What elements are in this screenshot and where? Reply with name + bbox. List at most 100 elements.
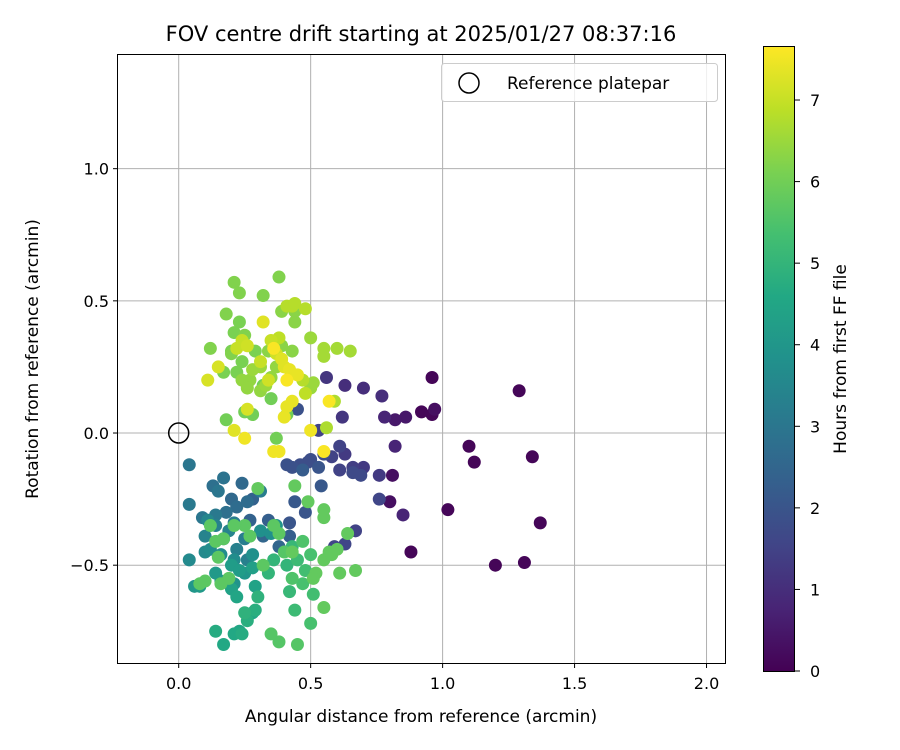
colorbar: 0 1 2 3 4 5 6 7 Hours from first FF file [763,46,851,681]
data-point [375,389,389,403]
data-point [290,637,304,651]
data-point [330,341,344,355]
data-point [232,286,246,300]
data-point [235,476,249,490]
data-point [280,400,294,414]
y-tick-label: 0.5 [84,292,109,311]
data-point [338,378,352,392]
data-point [217,637,231,651]
data-point [388,439,402,453]
x-tick-label: 2.0 [694,674,719,693]
data-point [298,505,312,519]
data-point [267,445,281,459]
data-point [256,315,270,329]
data-point [285,460,299,474]
data-point [267,341,281,355]
legend-entry-label: Reference platepar [507,74,669,94]
data-point [372,492,386,506]
data-point [333,566,347,580]
data-point [217,471,231,485]
data-point [248,603,262,617]
data-point [238,606,252,620]
data-point [203,341,217,355]
data-point [467,455,481,469]
data-point [301,495,315,509]
data-point [227,326,241,340]
data-point [314,479,328,493]
data-point [182,497,196,511]
data-point [240,381,254,395]
data-point [248,579,262,593]
data-point [319,371,333,385]
data-point [296,534,310,548]
legend-marker-open-circle [458,72,480,94]
data-point [256,558,270,572]
data-point [283,585,297,599]
data-point [388,413,402,427]
data-point [306,587,320,601]
data-point [209,534,223,548]
data-point [285,545,299,559]
colorbar-tick-label: 2 [810,499,820,518]
data-point [517,556,531,570]
x-tick-label: 1.5 [562,674,587,693]
data-point [425,371,439,385]
data-point [285,571,299,585]
data-point [285,344,299,358]
data-point [306,571,320,585]
data-point [283,516,297,530]
legend-box [441,63,718,102]
data-point [290,368,304,382]
data-point [280,558,294,572]
y-tick-label: 0.0 [84,424,109,443]
data-point [222,571,236,585]
y-tick-label: 1.0 [84,160,109,179]
data-point [415,405,428,419]
colorbar-label: Hours from first FF file [831,264,851,454]
data-point [428,402,442,416]
data-point [404,545,418,559]
data-point [230,500,244,514]
reference-marker [167,422,190,444]
colorbar-tick-label: 6 [810,173,820,192]
data-point [227,275,241,289]
data-point [335,410,349,424]
data-point [488,558,502,572]
data-point [209,624,223,638]
legend: Reference platepar [441,63,718,102]
data-point [267,519,281,533]
data-point [298,302,312,316]
data-point [346,466,360,480]
data-point [232,563,246,577]
plot-frame [117,54,726,664]
data-point [219,307,233,321]
data-point [256,289,270,303]
y-axis-ticks: −0.5 0.0 0.5 1.0 [70,160,118,575]
data-point [238,431,252,445]
data-point [304,616,318,630]
data-point [261,373,275,387]
y-tick-label: −0.5 [70,556,109,575]
data-point [298,386,312,400]
colorbar-tick-label: 4 [810,336,820,355]
data-point [219,413,233,427]
data-point [251,482,265,496]
data-point [319,421,333,435]
colorbar-tick-label: 0 [810,662,820,681]
data-point [235,627,249,641]
data-point [280,373,294,387]
data-point [240,495,254,509]
data-point [399,410,413,424]
data-point [238,519,252,533]
data-point [288,603,302,617]
x-axis-label: Angular distance from reference (arcmin) [245,707,597,727]
colorbar-ticks: 0 1 2 3 4 5 6 7 [795,91,820,681]
data-points [182,270,547,651]
data-point [306,376,320,390]
data-point [209,566,223,580]
x-axis-ticks: 0.0 0.5 1.0 1.5 2.0 [166,663,719,693]
data-point [277,410,291,424]
data-point [462,439,476,453]
data-point [264,627,278,641]
data-point [512,384,526,398]
